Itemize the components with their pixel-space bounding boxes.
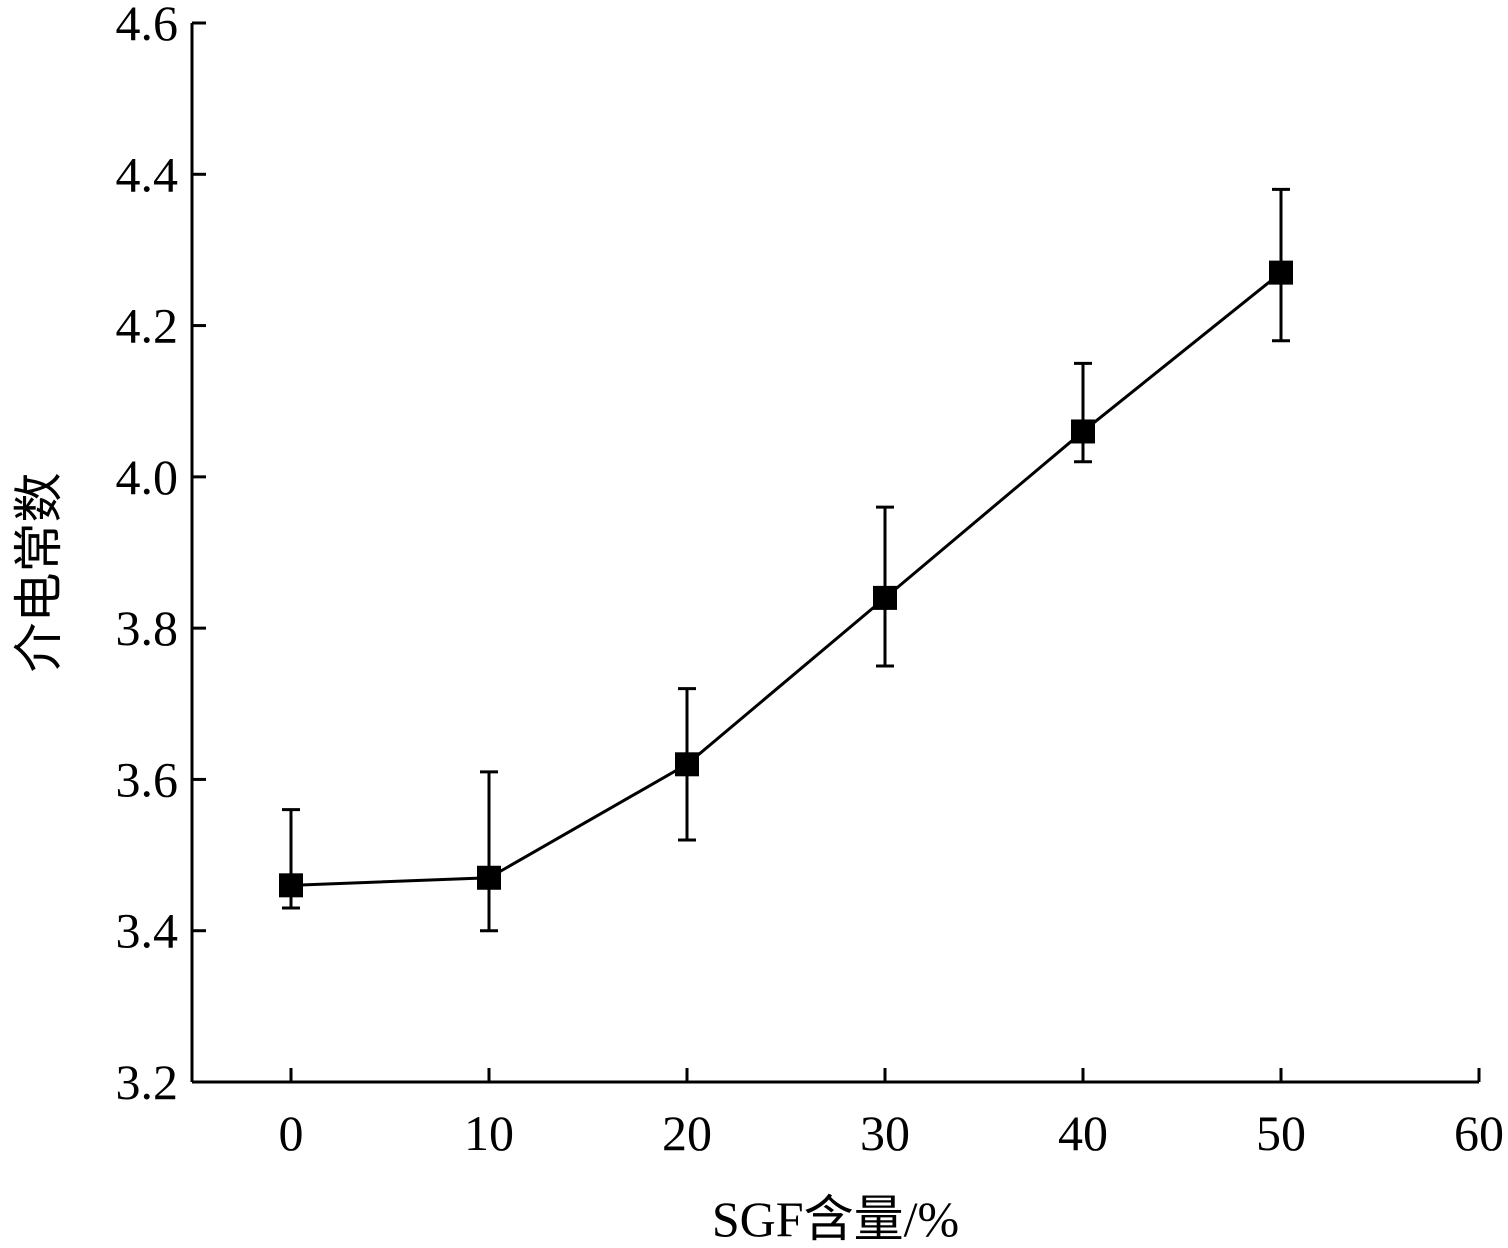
y-tick-label: 4.2 [116, 298, 179, 354]
ticks: 3.2 3.4 3.6 3.8 4.0 4.2 4.4 4.6 0 10 20 30 40 50 60 [116, 0, 1505, 1161]
y-tick-label: 4.4 [116, 146, 179, 202]
data-point [1269, 260, 1293, 285]
data-point [675, 752, 699, 777]
x-tick-label: 0 [279, 1105, 304, 1161]
x-tick-label: 60 [1454, 1105, 1504, 1161]
series-line [290, 271, 1282, 887]
y-tick-label: 3.6 [116, 751, 179, 807]
data-point [477, 865, 501, 890]
x-tick-label: 10 [464, 1105, 514, 1161]
plot-area [279, 187, 1293, 933]
x-tick-label: 20 [662, 1105, 712, 1161]
y-tick-label: 3.2 [116, 1054, 179, 1110]
y-tick-label: 3.4 [116, 903, 179, 959]
x-tick-label: 30 [860, 1105, 910, 1161]
y-tick-label: 3.8 [116, 600, 179, 656]
y-tick-label: 4.0 [116, 449, 179, 505]
data-point [873, 585, 897, 610]
x-tick-label: 40 [1058, 1105, 1108, 1161]
y-axis-title: 介电常数 [11, 473, 67, 673]
x-tick-label: 50 [1256, 1105, 1306, 1161]
x-axis-title: SGF含量/% [712, 1191, 959, 1247]
axes [190, 23, 1479, 1084]
data-point [279, 873, 303, 898]
y-tick-label: 4.6 [116, 0, 179, 51]
data-point [1071, 419, 1095, 444]
